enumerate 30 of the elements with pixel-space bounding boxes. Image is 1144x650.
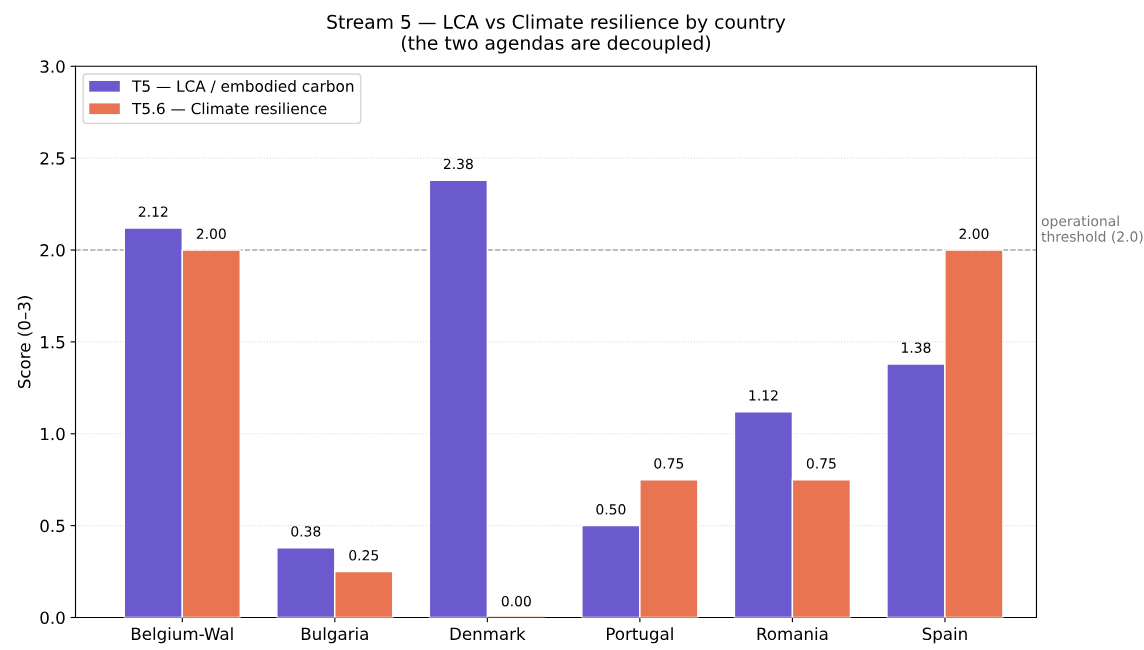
data-label: 0.38 [291,526,321,537]
y-axis-title: Score (0–3) [17,296,33,389]
data-label: 2.00 [959,228,989,240]
data-label: 2.12 [138,206,168,217]
y-tick-label: 1.0 [41,427,65,441]
ref-line-label: operational threshold (2.0) [1041,215,1143,244]
y-tick-label: 2.5 [40,152,65,165]
x-tick-label: Belgium-Wal [131,627,233,644]
y-tick-label: 3.0 [40,60,65,73]
data-label: 0.25 [349,550,379,561]
data-label: 1.12 [749,390,778,401]
x-tick-label: Denmark [450,627,526,641]
y-tick-label: 0.5 [40,519,65,533]
x-tick-label: Portugal [607,627,673,644]
legend-label: T5 — LCA / embodied carbon [131,80,354,94]
data-label: 0.75 [806,458,836,469]
data-label: 0.75 [654,458,684,469]
data-label: 1.38 [902,342,931,353]
y-tick-label: 0.0 [40,611,65,625]
x-tick-label: Bulgaria [301,627,368,644]
y-tick-label: 1.5 [41,336,65,349]
data-label: 0.50 [596,504,626,515]
chart-title: Stream 5 — LCA vs Climate resilience by country (the two agendas are decoupled) [327,14,786,54]
legend-label: T5.6 — Climate resilience [131,102,327,115]
y-tick-label: 2.0 [40,244,65,257]
x-tick-label: Spain [922,627,967,644]
x-tick-label: Romania [757,627,828,641]
data-label: 2.00 [196,228,226,240]
data-label: 2.38 [443,158,473,170]
data-label: 0.00 [501,595,531,607]
